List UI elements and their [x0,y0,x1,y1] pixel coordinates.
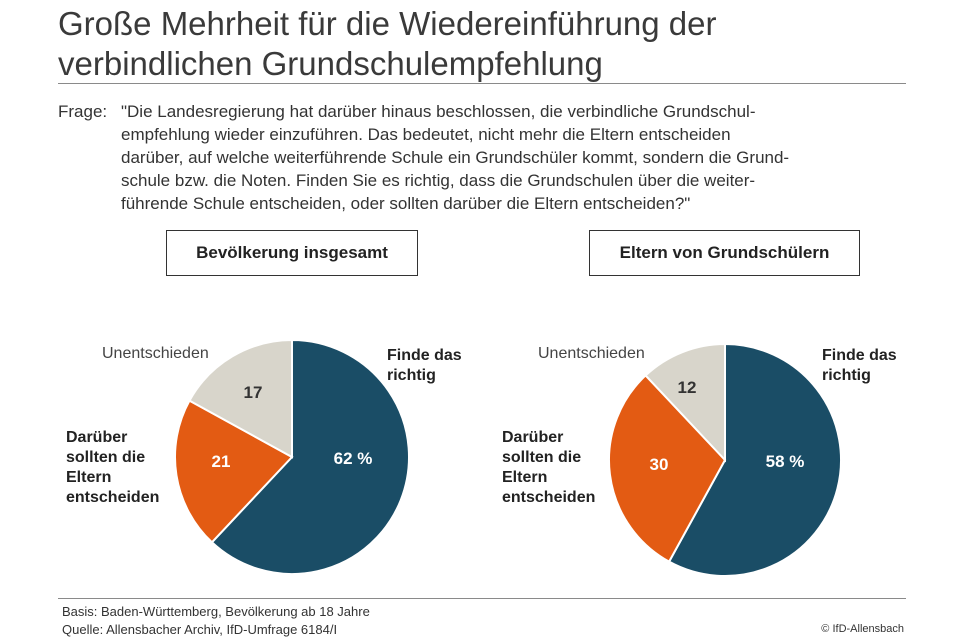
pie-2-category-eltern-entscheiden: Darüber sollten die Eltern entscheiden [502,429,595,506]
pie-2-slice-eltern-entscheiden [608,374,727,564]
question-label: Frage: [58,102,108,121]
question-text: "Die Landesregierung hat darüber hinaus … [121,102,790,213]
footer-basis: Basis: Baden-Württemberg, Bevölkerung ab… [62,604,370,619]
pie-1-value-eltern-entscheiden: 21 [212,452,231,471]
footer-divider [58,598,906,599]
pie-1-category-unentschieden: Unentschieden [102,345,209,362]
title-line-1: Große Mehrheit für die Wiedereinführung … [58,5,717,42]
title-line-2: verbindlichen Grundschulempfehlung [58,45,603,82]
pie-1-category-finde-richtig: Finde das richtig [387,347,462,384]
pie-2-category-unentschieden: Unentschieden [538,345,645,362]
pie-1-value-finde-richtig: 62 % [334,449,373,468]
copyright: © IfD-Allensbach [821,623,904,635]
pie-2-category-finde-richtig: Finde das richtig [822,347,897,384]
pie-1-category-eltern-entscheiden: Darüber sollten die Eltern entscheiden [66,429,159,506]
pie-2-value-finde-richtig: 58 % [766,452,805,471]
group-title-parents: Eltern von Grundschülern [589,230,860,276]
title-divider [58,83,906,84]
pie-2-value-eltern-entscheiden: 30 [650,455,669,474]
pie-2-slice-finde-richtig [667,342,842,577]
footer-source: Quelle: Allensbacher Archiv, IfD-Umfrage… [62,622,338,637]
pie-1-slice-eltern-entscheiden [174,399,294,544]
pie-1-slice-unentschieden [188,338,293,459]
pie-1-slice-finde-richtig [210,338,410,575]
pie-2-value-unentschieden: 12 [678,378,697,397]
group-title-population: Bevölkerung insgesamt [166,230,418,276]
chart-title: Große Mehrheit für die Wiedereinführung … [58,4,918,84]
pie-1-value-unentschieden: 17 [244,383,263,402]
pie-2-slice-unentschieden [644,342,726,463]
